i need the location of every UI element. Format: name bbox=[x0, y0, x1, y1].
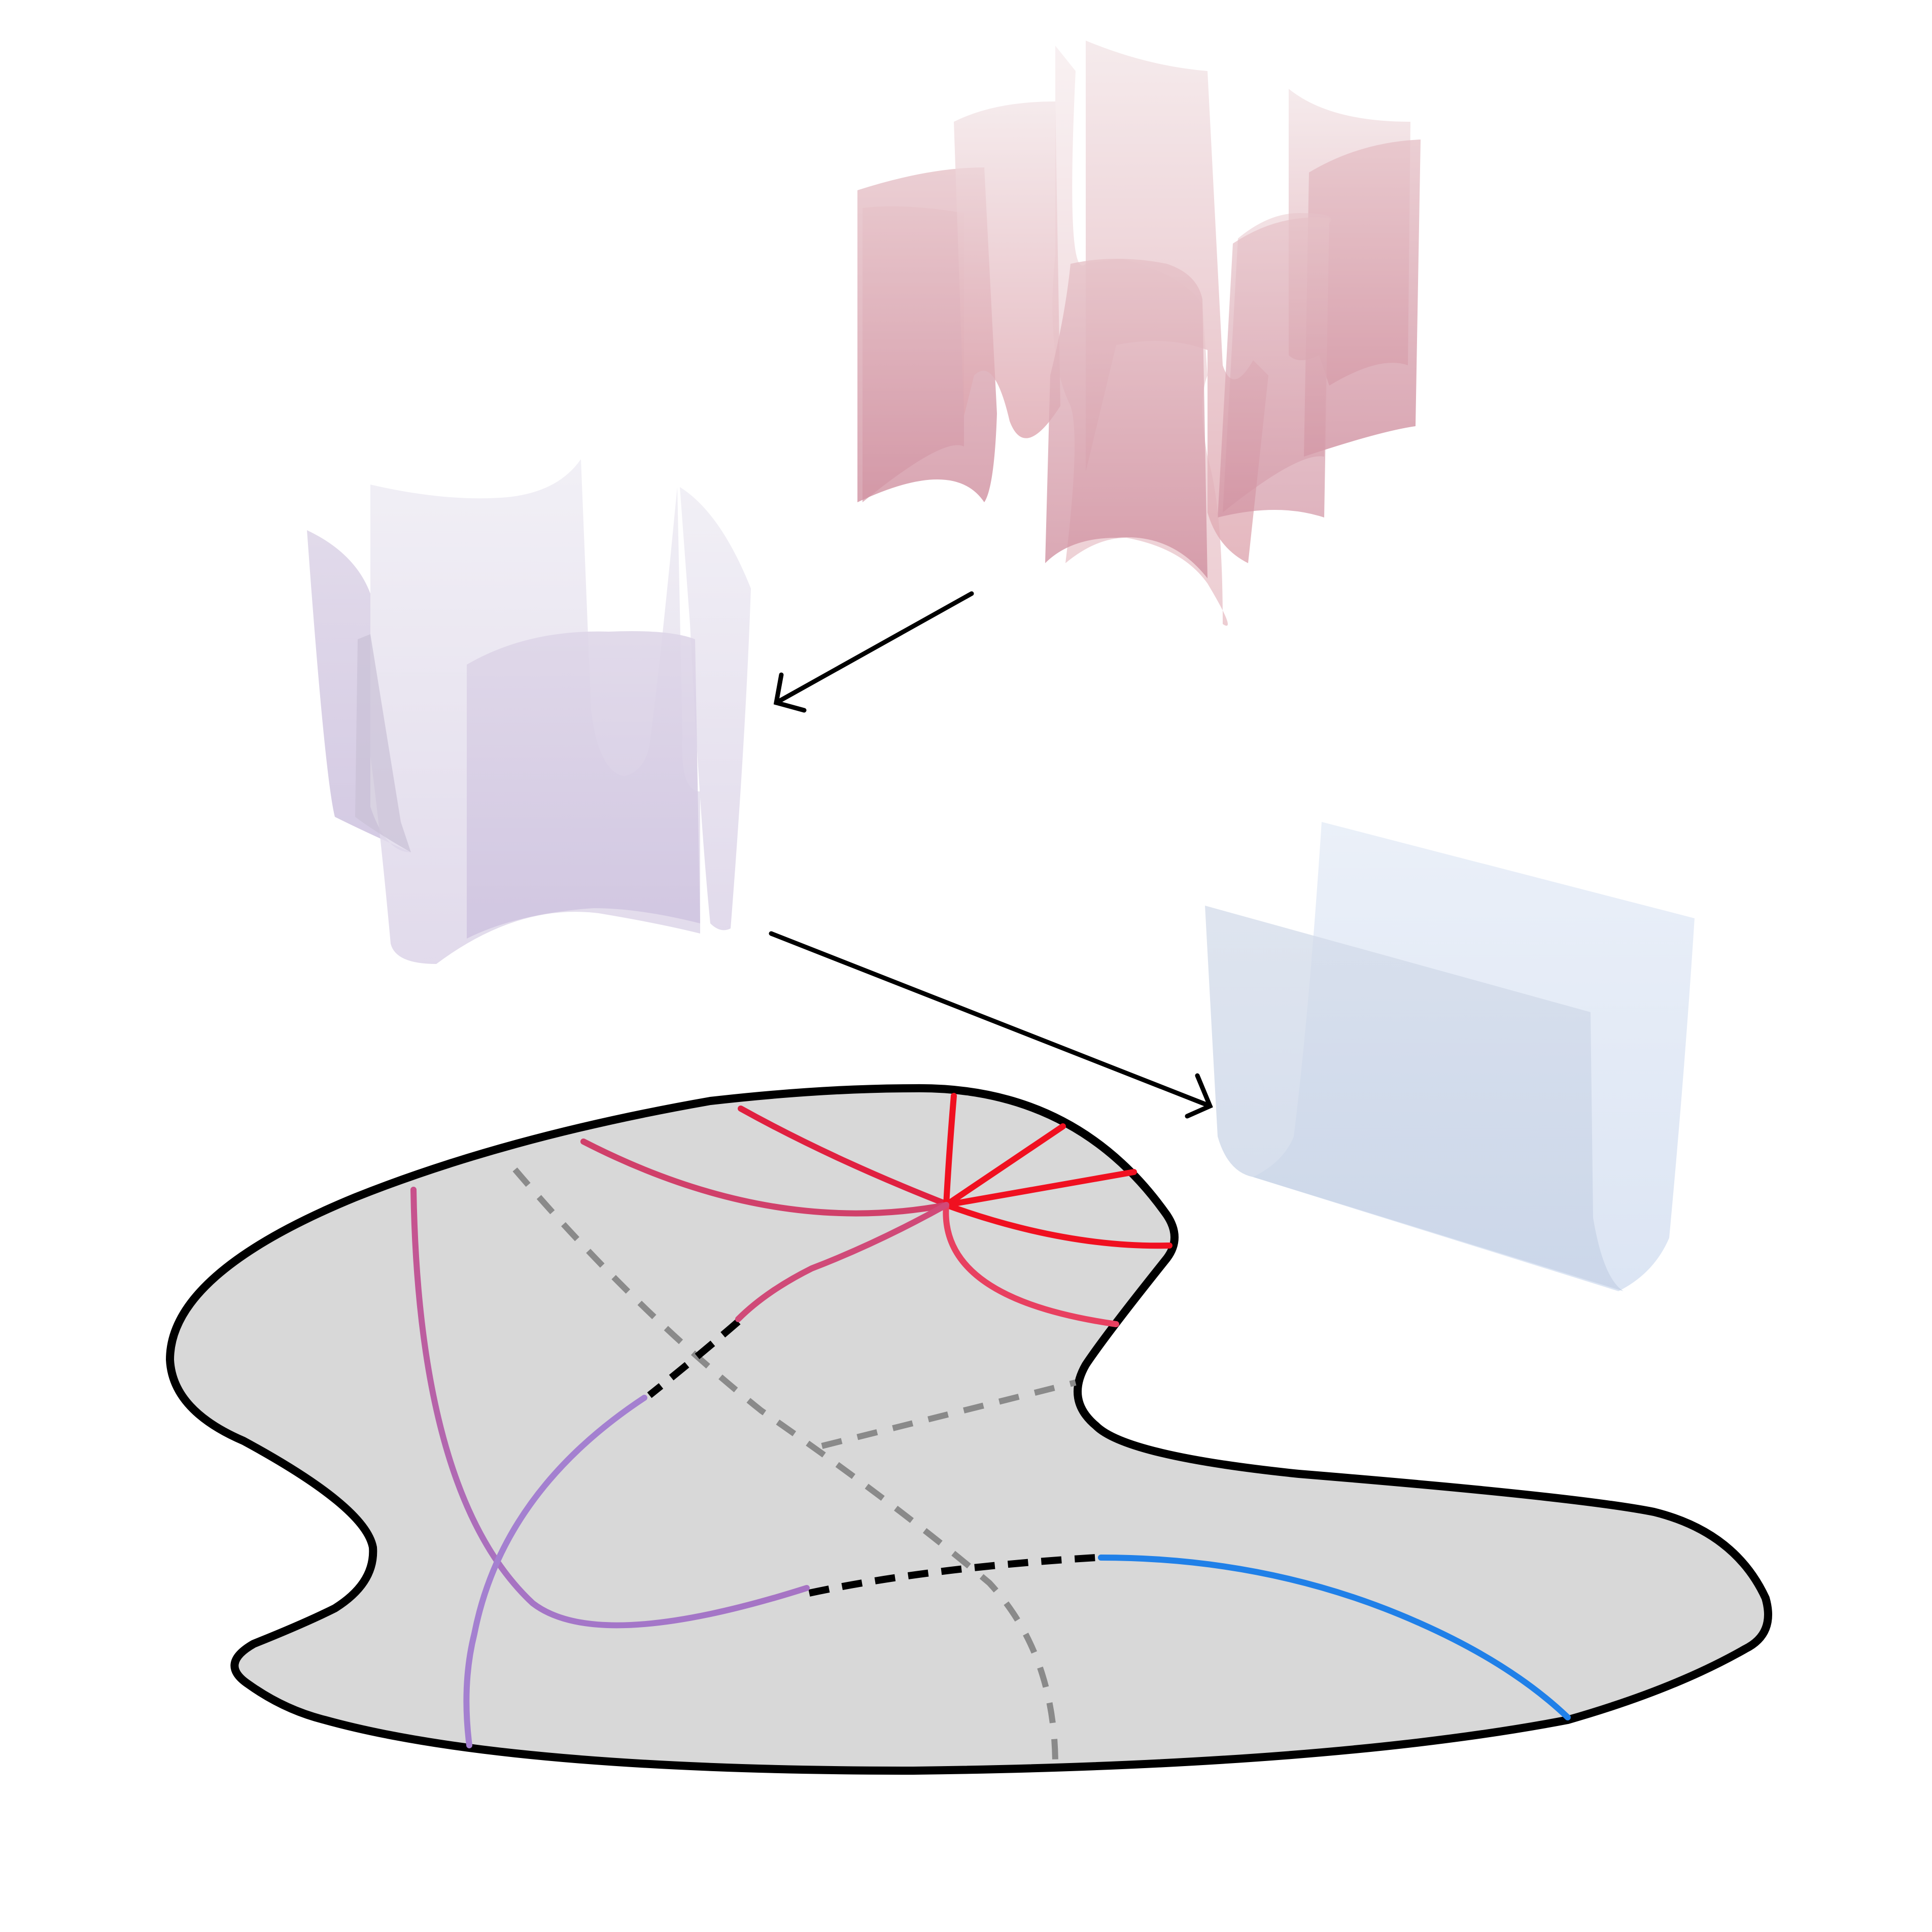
dashed-curve-right bbox=[821, 1379, 1077, 1449]
dashed-curve-diagonal bbox=[512, 1167, 1058, 1766]
red-curve-6 bbox=[943, 1202, 1119, 1327]
crimson-curve-mid bbox=[735, 1202, 949, 1322]
arrow-three-to-two bbox=[769, 931, 1213, 1119]
two-sheet-surface bbox=[1205, 822, 1695, 1291]
black-dash-upper bbox=[647, 1319, 741, 1398]
colored-curves bbox=[410, 1093, 1571, 1748]
crimson-curve-top bbox=[580, 1138, 949, 1217]
black-dash-lower bbox=[808, 1554, 1096, 1597]
red-curve-3 bbox=[943, 1123, 1066, 1208]
grey-dashed-curves bbox=[512, 1167, 1077, 1766]
violet-curve-left bbox=[410, 1187, 810, 1629]
six-sheet-surface bbox=[857, 41, 1421, 626]
arrow-six-to-three bbox=[773, 591, 974, 713]
red-curve-1 bbox=[738, 1106, 952, 1208]
black-dashed-curves bbox=[647, 1319, 1096, 1597]
blue-curve bbox=[1098, 1555, 1571, 1720]
three-sheet-surface bbox=[307, 459, 751, 964]
red-curve-4 bbox=[943, 1169, 1137, 1208]
violet-curve-cross bbox=[463, 1395, 647, 1748]
red-curve-2 bbox=[943, 1093, 957, 1208]
red-curve-5 bbox=[943, 1202, 1172, 1249]
